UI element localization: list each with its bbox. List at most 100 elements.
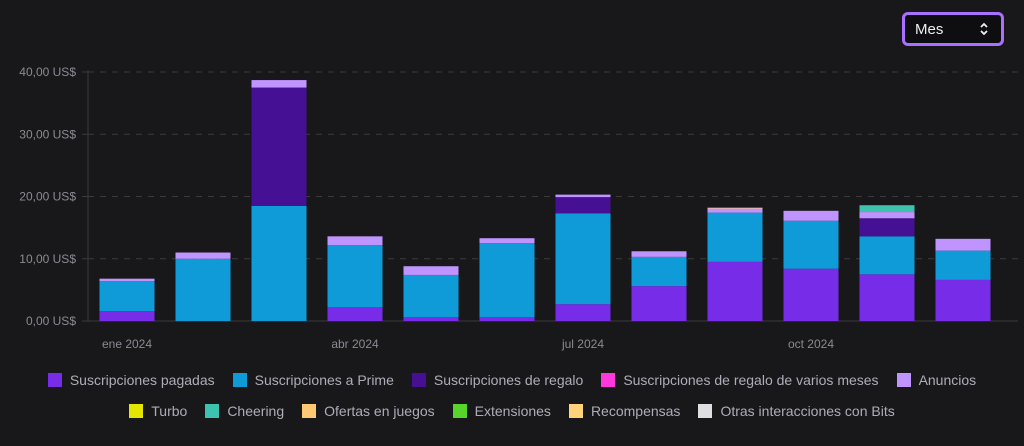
legend-swatch-icon [302, 404, 317, 418]
bar-stack[interactable] [935, 238, 991, 321]
legend-swatch-icon [205, 404, 220, 418]
legend-item[interactable]: Suscripciones a Prime [232, 372, 394, 388]
legend-swatch-icon [698, 404, 713, 418]
legend-row-1: Suscripciones pagadas Suscripciones a Pri… [0, 372, 1024, 388]
legend-swatch-icon [47, 373, 62, 387]
legend-label: Suscripciones de regalo [433, 372, 584, 388]
legend-label: Cheering [227, 403, 285, 419]
bar-segment[interactable] [707, 261, 763, 321]
legend-label: Anuncios [918, 372, 977, 388]
y-tick-label: 0,00 US$ [26, 314, 76, 328]
bar-segment[interactable] [631, 251, 687, 257]
legend-swatch-icon [896, 373, 911, 387]
y-tick-label: 30,00 US$ [19, 127, 76, 141]
bar-segment[interactable] [555, 304, 611, 321]
y-tick-label: 40,00 US$ [19, 65, 76, 79]
bar-stack[interactable] [479, 238, 535, 321]
bar-segment[interactable] [783, 220, 839, 269]
bar-segment[interactable] [175, 258, 231, 321]
bar-segment[interactable] [479, 238, 535, 244]
y-tick-label: 10,00 US$ [19, 252, 76, 266]
bar-stack[interactable] [403, 266, 459, 321]
bar-stack[interactable] [783, 210, 839, 321]
legend-label: Turbo [151, 403, 188, 419]
bar-segment[interactable] [859, 205, 915, 213]
legend-item[interactable]: Turbo [129, 403, 187, 419]
bar-segment[interactable] [251, 80, 307, 88]
bar-segment[interactable] [935, 238, 991, 251]
revenue-chart: 0,00 US$ 10,00 US$ 20,00 US$ 30,00 US$ 40,00… [19, 65, 1018, 351]
x-axis-ticks: ene 2024 abr 2024 jul 2024 oct 2024 [102, 337, 834, 351]
x-tick-label: jul 2024 [561, 337, 604, 351]
legend-label: Otras interacciones con Bits [720, 403, 895, 419]
bar-stack[interactable] [327, 236, 383, 321]
period-select[interactable]: Mes [902, 12, 1004, 46]
bar-segment[interactable] [251, 87, 307, 206]
bar-segment[interactable] [479, 243, 535, 318]
legend-item[interactable]: Ofertas en juegos [302, 403, 435, 419]
legend-label: Suscripciones a Prime [254, 372, 394, 388]
bar-segment[interactable] [403, 317, 459, 321]
legend-item[interactable]: Anuncios [896, 372, 977, 388]
legend-swatch-icon [568, 404, 583, 418]
legend-row-2: Turbo Cheering Ofertas en juegos Extensione… [0, 403, 1024, 419]
legend-item[interactable]: Recompensas [568, 403, 681, 419]
bar-segment[interactable] [783, 210, 839, 221]
legend-label: Ofertas en juegos [324, 403, 435, 419]
bar-segment[interactable] [859, 274, 915, 321]
chevron-up-down-icon [979, 22, 989, 36]
period-select-value: Mes [915, 20, 944, 38]
legend-item[interactable]: Suscripciones de regalo de varios meses [601, 372, 879, 388]
legend-item[interactable]: Suscripciones pagadas [47, 372, 215, 388]
bar-segment[interactable] [707, 207, 763, 209]
legend-swatch-icon [232, 373, 247, 387]
legend-label: Recompensas [590, 403, 681, 419]
y-axis-ticks: 0,00 US$ 10,00 US$ 20,00 US$ 30,00 US$ 40,00… [19, 65, 76, 328]
bar-segment[interactable] [251, 205, 307, 321]
bar-segment[interactable] [859, 218, 915, 237]
bar-stack[interactable] [707, 207, 763, 321]
legend-label: Suscripciones de regalo de varios meses [623, 372, 879, 388]
bar-segment[interactable] [707, 208, 763, 213]
bar-segment[interactable] [403, 274, 459, 318]
x-tick-label: oct 2024 [788, 337, 834, 351]
bar-stack[interactable] [555, 194, 611, 321]
bar-segment[interactable] [99, 278, 155, 282]
bar-segment[interactable] [327, 236, 383, 246]
bar-segment[interactable] [935, 279, 991, 321]
bar-stack[interactable] [251, 80, 307, 321]
legend-item[interactable]: Otras interacciones con Bits [698, 403, 895, 419]
bar-stack[interactable] [175, 252, 231, 321]
legend-swatch-icon [452, 404, 467, 418]
bar-segment[interactable] [631, 256, 687, 287]
bar-segment[interactable] [555, 197, 611, 214]
bar-segment[interactable] [175, 252, 231, 259]
bar-segment[interactable] [99, 281, 155, 312]
bar-segment[interactable] [555, 213, 611, 305]
legend-label: Suscripciones pagadas [69, 372, 215, 388]
legend-swatch-icon [601, 373, 616, 387]
bar-segment[interactable] [327, 245, 383, 308]
legend-item[interactable]: Suscripciones de regalo [411, 372, 584, 388]
bar-segment[interactable] [935, 250, 991, 280]
legend-item[interactable]: Extensiones [452, 403, 551, 419]
bar-segment[interactable] [783, 268, 839, 321]
bar-segment[interactable] [859, 236, 915, 275]
bar-segment[interactable] [555, 194, 611, 198]
legend-item[interactable]: Cheering [205, 403, 284, 419]
legend-swatch-icon [129, 404, 144, 418]
legend-swatch-icon [411, 373, 426, 387]
bars [99, 80, 991, 321]
bar-segment[interactable] [403, 266, 459, 275]
bar-segment[interactable] [99, 311, 155, 321]
x-tick-label: abr 2024 [331, 337, 379, 351]
bar-stack[interactable] [99, 278, 155, 321]
bar-segment[interactable] [327, 307, 383, 321]
bar-stack[interactable] [859, 205, 915, 321]
x-tick-label: ene 2024 [102, 337, 152, 351]
bar-segment[interactable] [707, 212, 763, 262]
bar-segment[interactable] [479, 317, 535, 321]
bar-segment[interactable] [631, 286, 687, 321]
bar-segment[interactable] [859, 212, 915, 219]
bar-stack[interactable] [631, 251, 687, 321]
